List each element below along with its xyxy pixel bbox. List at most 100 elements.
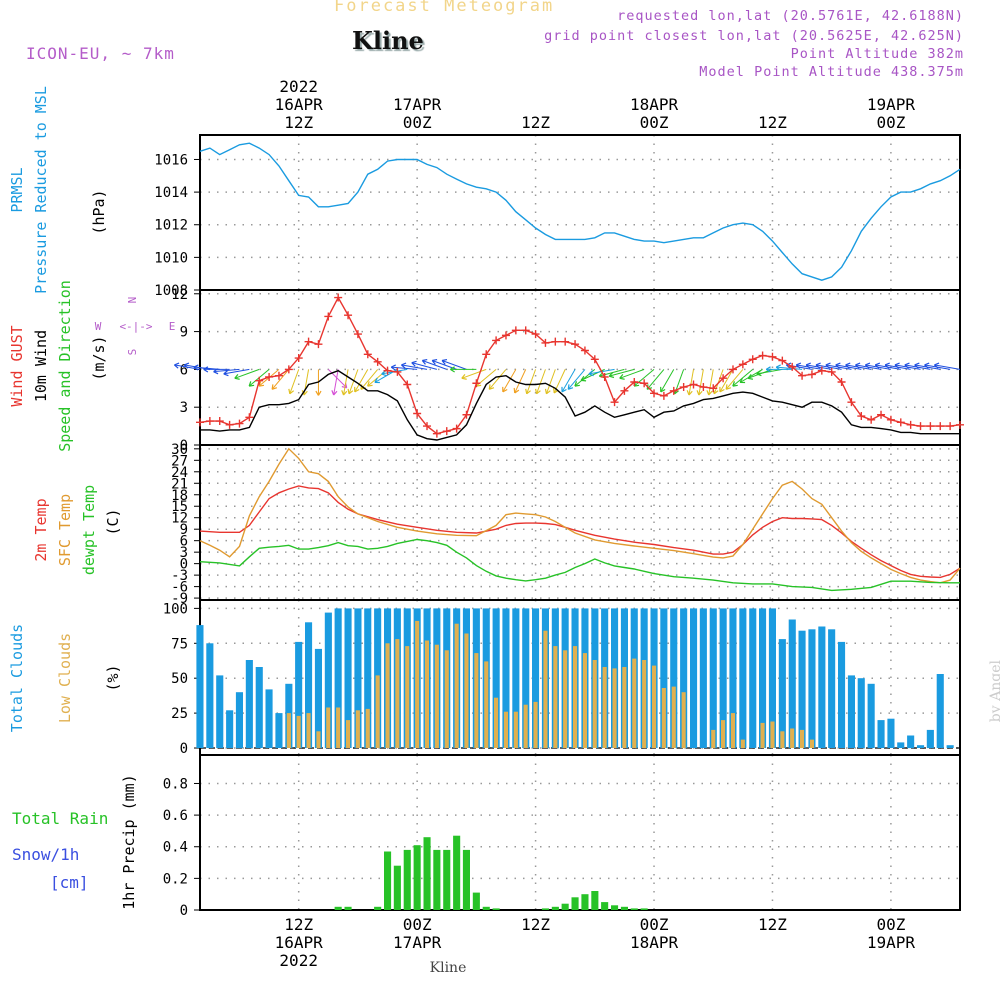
wind-gust-marker <box>353 330 362 339</box>
total-cloud-bar <box>936 674 944 748</box>
low-cloud-bar <box>523 704 528 748</box>
wind-gust-marker <box>501 331 510 340</box>
low-cloud-bar <box>494 697 499 748</box>
total-cloud-bar <box>808 629 816 748</box>
wind-arrow-head <box>525 388 531 395</box>
wind-arrow <box>732 369 754 387</box>
wind-arrow <box>289 369 300 394</box>
wind-arrow-head <box>341 390 348 396</box>
wind-arrow-head <box>234 374 240 380</box>
rain-bar <box>413 845 421 910</box>
wind-arrow <box>354 369 369 393</box>
low-cloud-bar <box>760 722 765 748</box>
total-cloud-bar <box>699 608 707 748</box>
wind-arrow <box>776 366 803 370</box>
total-cloud-bar <box>877 720 885 748</box>
y-tick-label: 0 <box>180 903 188 919</box>
wind-gust-marker <box>580 346 589 355</box>
wind-arrow <box>646 369 665 390</box>
wind-arrow <box>526 369 537 394</box>
wind-arrow <box>514 369 527 394</box>
wind-gust-marker <box>748 355 757 364</box>
y-tick-label: 1016 <box>154 152 188 168</box>
wind-arrow <box>660 369 675 393</box>
total-cloud-bar <box>788 619 796 748</box>
rain-label: Total Rain <box>12 809 108 828</box>
wind-arrow-head <box>374 377 380 384</box>
wind-gust-marker <box>452 424 461 433</box>
wind-arrow-head <box>864 362 871 369</box>
low-cloud-bar <box>652 665 657 748</box>
wind-arrow-head <box>354 386 360 393</box>
low-cloud-bar <box>503 711 508 748</box>
low-cloud-bar <box>395 639 400 748</box>
wind-gust-marker <box>274 371 283 380</box>
wind-arrow <box>333 369 339 396</box>
low-cloud-bar <box>602 667 607 748</box>
total-cloud-bar <box>917 745 925 748</box>
compass-north: N <box>126 297 139 304</box>
wind-gust-marker <box>245 413 254 422</box>
wind-gust-marker <box>551 337 560 346</box>
wind-arrow <box>719 369 734 393</box>
total-cloud-bar <box>206 643 214 748</box>
wind-arrow-head <box>914 362 920 369</box>
wind-gust-marker <box>946 422 955 431</box>
y-tick-label: 27 <box>171 453 188 469</box>
total-cloud-bar <box>660 608 668 748</box>
wind-gust-marker <box>284 365 293 374</box>
wind-gust-marker <box>847 398 856 407</box>
time-label-top: 12Z <box>758 113 787 132</box>
rain-bar <box>611 905 619 910</box>
wind-arrow-head <box>450 366 455 373</box>
wind-arrow-head <box>421 358 428 365</box>
total-cloud-bar <box>522 608 530 748</box>
total-cloud-bar <box>670 608 678 748</box>
y-tick-label: 6 <box>180 534 188 550</box>
low-cloud-bar <box>780 731 785 749</box>
total-cloud-bar <box>680 608 688 748</box>
wind-gust-marker <box>817 366 826 375</box>
panel-frame <box>199 134 961 291</box>
wind-gust-marker <box>877 410 886 419</box>
rain-bar <box>561 903 569 910</box>
model-altitude: Model Point Altitude 438.375m <box>699 64 964 80</box>
low-cloud-bar <box>346 720 351 748</box>
compass-arrows: <-|-> <box>119 320 152 333</box>
wind-arrow <box>609 368 635 377</box>
wind-10m-line <box>200 369 960 441</box>
low-cloud-bar <box>454 623 459 748</box>
gust-label: Wind GUST <box>8 325 26 406</box>
y-tick-label: 24 <box>171 465 188 481</box>
low-cloud-bar <box>563 650 568 748</box>
compass-west: W <box>95 320 102 333</box>
wind-arrow-head <box>347 388 354 395</box>
low-cloud-bar <box>484 661 489 748</box>
wind-arrow-head <box>288 388 295 395</box>
wind-gust-marker <box>205 417 214 426</box>
wind-arrow <box>348 369 359 394</box>
low-cloud-bar <box>365 708 370 748</box>
wind-arrow-head <box>183 362 190 369</box>
wind-arrow-head <box>193 364 199 371</box>
wind-gust-marker <box>432 429 441 438</box>
wind-gust-marker <box>719 374 728 383</box>
panel-frame <box>199 754 961 911</box>
wind-arrow-head <box>855 362 861 369</box>
low-cloud-bar <box>642 660 647 748</box>
wind-arrow-head <box>441 358 448 365</box>
wind-gust-marker <box>837 377 846 386</box>
total-cloud-bar <box>798 630 806 748</box>
wind-arrow-head <box>401 362 407 369</box>
wind-gust-marker <box>235 419 244 428</box>
y-tick-label: 0 <box>180 438 188 454</box>
total-cloud-bar <box>216 675 224 748</box>
temp-unit: (C) <box>104 508 122 535</box>
total-cloud-bar <box>719 608 727 748</box>
wind-arrow <box>688 369 694 396</box>
rain-bar <box>620 906 628 910</box>
rain-bar <box>482 906 490 910</box>
wind-arrow-head <box>934 362 940 369</box>
y-tick-label: 15 <box>171 499 188 515</box>
rain-bar <box>630 908 638 910</box>
